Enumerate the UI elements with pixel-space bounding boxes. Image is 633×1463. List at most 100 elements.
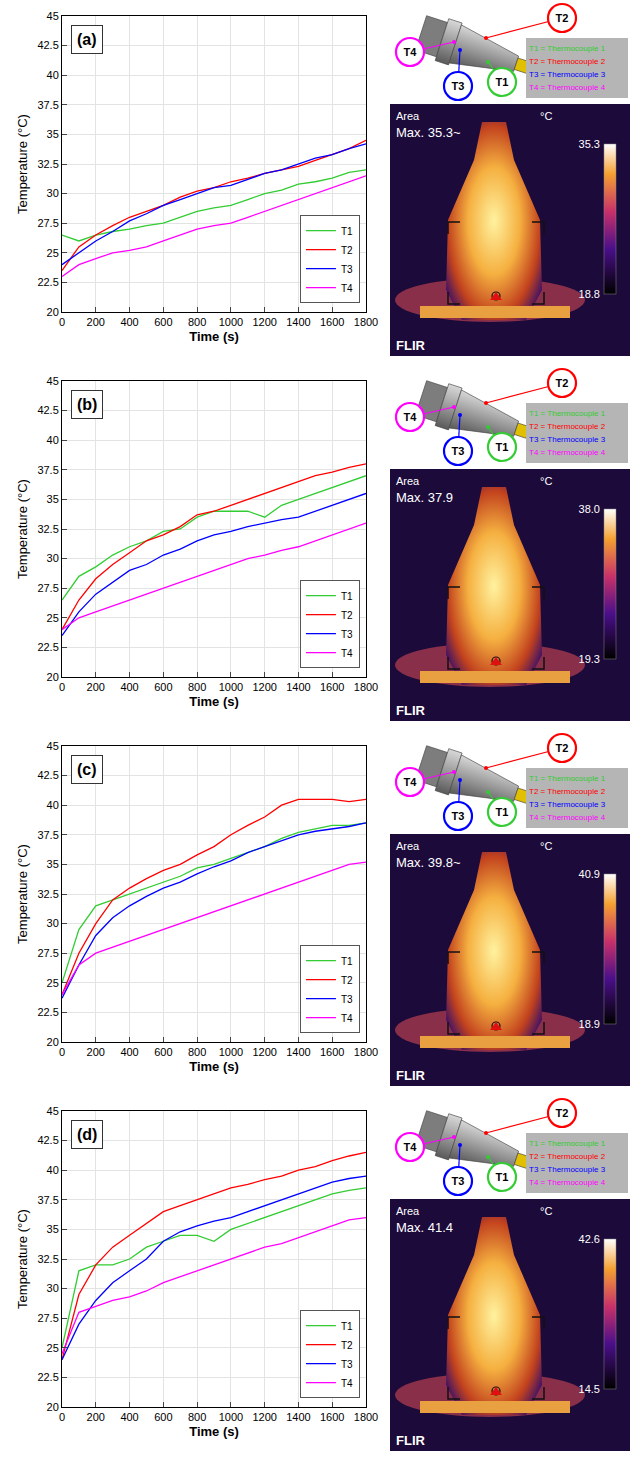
svg-text:Temperature (°C): Temperature (°C) xyxy=(15,479,30,579)
svg-text:(c): (c) xyxy=(77,761,97,778)
svg-text:0: 0 xyxy=(59,1411,65,1423)
svg-text:T2 = Thermocouple 2: T2 = Thermocouple 2 xyxy=(529,57,606,66)
svg-text:0: 0 xyxy=(59,1046,65,1058)
svg-text:T1: T1 xyxy=(496,76,509,88)
svg-text:Temperature (°C): Temperature (°C) xyxy=(15,114,30,214)
svg-text:FLIR: FLIR xyxy=(396,1068,425,1083)
svg-text:Temperature (°C): Temperature (°C) xyxy=(15,1209,30,1309)
svg-text:°C: °C xyxy=(540,1205,552,1217)
svg-text:1800: 1800 xyxy=(354,1046,378,1058)
svg-text:Time (s): Time (s) xyxy=(189,1059,239,1074)
svg-text:18.9: 18.9 xyxy=(579,1018,600,1030)
svg-text:T2: T2 xyxy=(341,1340,353,1351)
svg-text:T3: T3 xyxy=(341,994,353,1005)
svg-text:T3: T3 xyxy=(452,445,465,457)
svg-text:T4: T4 xyxy=(341,283,353,294)
svg-text:T2: T2 xyxy=(341,245,353,256)
svg-text:FLIR: FLIR xyxy=(396,703,425,718)
svg-text:T3 = Thermocouple 3: T3 = Thermocouple 3 xyxy=(529,1165,606,1174)
svg-text:20: 20 xyxy=(47,671,59,683)
svg-text:35: 35 xyxy=(47,1223,59,1235)
svg-text:42.6: 42.6 xyxy=(579,1233,600,1245)
svg-text:400: 400 xyxy=(120,316,138,328)
svg-text:42.5: 42.5 xyxy=(37,404,58,416)
svg-text:30: 30 xyxy=(47,917,59,929)
svg-text:400: 400 xyxy=(120,1411,138,1423)
svg-text:37.5: 37.5 xyxy=(37,829,58,841)
svg-text:37.5: 37.5 xyxy=(37,464,58,476)
svg-text:1800: 1800 xyxy=(354,1411,378,1423)
svg-text:T4: T4 xyxy=(341,1013,353,1024)
svg-text:200: 200 xyxy=(87,1046,105,1058)
svg-text:600: 600 xyxy=(154,681,172,693)
svg-text:1800: 1800 xyxy=(354,316,378,328)
svg-text:1600: 1600 xyxy=(320,1411,344,1423)
svg-text:45: 45 xyxy=(47,375,59,387)
svg-text:30: 30 xyxy=(47,552,59,564)
svg-text:25: 25 xyxy=(47,1342,59,1354)
svg-text:Area: Area xyxy=(396,110,420,122)
svg-text:200: 200 xyxy=(87,681,105,693)
svg-text:T4 = Thermocouple 4: T4 = Thermocouple 4 xyxy=(529,83,606,92)
svg-text:T3 = Thermocouple 3: T3 = Thermocouple 3 xyxy=(529,70,606,79)
svg-text:600: 600 xyxy=(154,1046,172,1058)
svg-text:27.5: 27.5 xyxy=(37,217,58,229)
svg-text:20: 20 xyxy=(47,1401,59,1413)
svg-text:Time (s): Time (s) xyxy=(189,329,239,344)
svg-text:1000: 1000 xyxy=(219,1411,243,1423)
svg-text:40: 40 xyxy=(47,69,59,81)
svg-text:T4: T4 xyxy=(404,411,418,423)
svg-text:T3: T3 xyxy=(452,80,465,92)
svg-text:Max. 41.4: Max. 41.4 xyxy=(396,1220,453,1235)
svg-text:1000: 1000 xyxy=(219,681,243,693)
svg-text:35: 35 xyxy=(47,493,59,505)
svg-text:22.5: 22.5 xyxy=(37,641,58,653)
svg-text:22.5: 22.5 xyxy=(37,276,58,288)
svg-text:T3: T3 xyxy=(452,1175,465,1187)
svg-text:T4: T4 xyxy=(404,46,418,58)
svg-text:Max. 39.8~: Max. 39.8~ xyxy=(396,855,461,870)
svg-text:200: 200 xyxy=(87,316,105,328)
svg-text:T1: T1 xyxy=(341,226,353,237)
svg-text:1400: 1400 xyxy=(286,681,310,693)
svg-text:42.5: 42.5 xyxy=(37,1134,58,1146)
svg-text:40.9: 40.9 xyxy=(579,868,600,880)
svg-text:600: 600 xyxy=(154,1411,172,1423)
svg-text:19.3: 19.3 xyxy=(579,653,600,665)
svg-text:600: 600 xyxy=(154,316,172,328)
svg-text:18.8: 18.8 xyxy=(579,288,600,300)
svg-text:T4 = Thermocouple 4: T4 = Thermocouple 4 xyxy=(529,448,606,457)
svg-text:42.5: 42.5 xyxy=(37,769,58,781)
svg-text:30: 30 xyxy=(47,187,59,199)
svg-text:45: 45 xyxy=(47,10,59,22)
svg-text:38.0: 38.0 xyxy=(579,503,600,515)
svg-text:800: 800 xyxy=(188,681,206,693)
svg-text:200: 200 xyxy=(87,1411,105,1423)
svg-text:T2: T2 xyxy=(556,742,569,754)
svg-text:Time (s): Time (s) xyxy=(189,694,239,709)
svg-text:(d): (d) xyxy=(77,1126,97,1143)
svg-text:Time (s): Time (s) xyxy=(189,1424,239,1439)
svg-text:T2 = Thermocouple 2: T2 = Thermocouple 2 xyxy=(529,1152,606,1161)
svg-text:T1: T1 xyxy=(341,591,353,602)
svg-text:T1 = Thermocouple 1: T1 = Thermocouple 1 xyxy=(529,44,606,53)
svg-text:Max. 37.9: Max. 37.9 xyxy=(396,490,453,505)
svg-text:0: 0 xyxy=(59,681,65,693)
svg-text:T3: T3 xyxy=(341,629,353,640)
svg-text:20: 20 xyxy=(47,1036,59,1048)
svg-text:T4 = Thermocouple 4: T4 = Thermocouple 4 xyxy=(529,813,606,822)
svg-text:25: 25 xyxy=(47,247,59,259)
svg-text:T2 = Thermocouple 2: T2 = Thermocouple 2 xyxy=(529,422,606,431)
svg-text:400: 400 xyxy=(120,1046,138,1058)
svg-text:T1: T1 xyxy=(496,806,509,818)
svg-text:45: 45 xyxy=(47,740,59,752)
svg-text:800: 800 xyxy=(188,316,206,328)
svg-text:FLIR: FLIR xyxy=(396,1433,425,1448)
svg-text:40: 40 xyxy=(47,799,59,811)
svg-text:32.5: 32.5 xyxy=(37,523,58,535)
svg-text:32.5: 32.5 xyxy=(37,158,58,170)
svg-text:T2: T2 xyxy=(556,12,569,24)
svg-text:32.5: 32.5 xyxy=(37,1253,58,1265)
svg-text:35: 35 xyxy=(47,858,59,870)
svg-text:T4: T4 xyxy=(404,776,418,788)
